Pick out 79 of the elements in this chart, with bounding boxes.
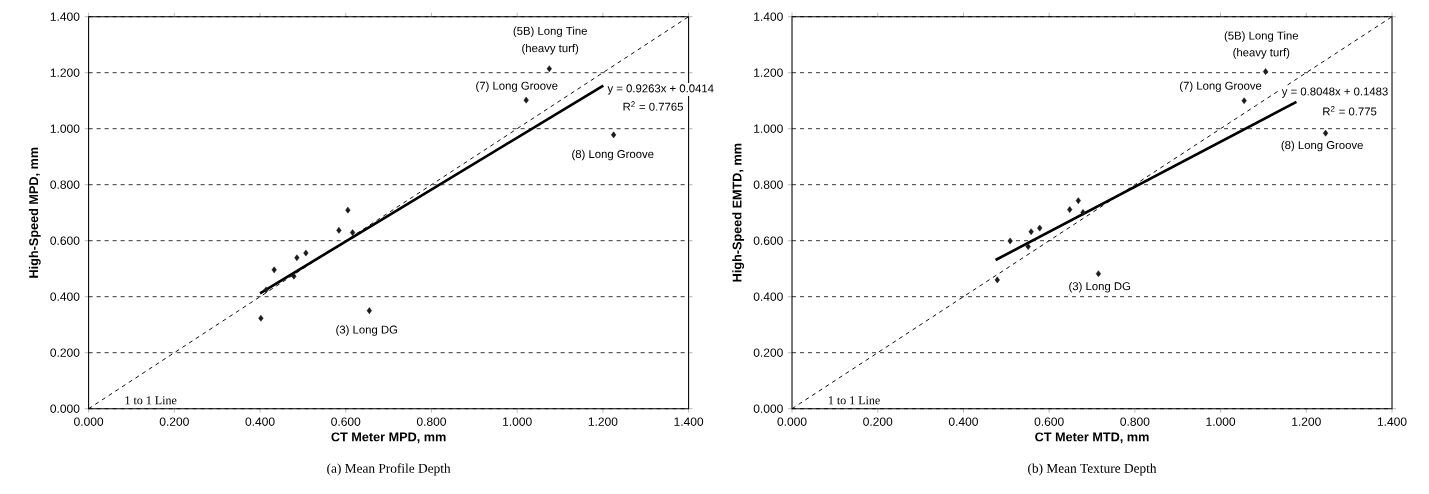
x-axis-title: CT Meter MTD, mm: [1035, 432, 1149, 444]
annotation: y = 0.8048x + 0.1483: [1281, 87, 1388, 98]
x-tick-label: 1.200: [588, 417, 618, 426]
y-tick-label: 0.000: [753, 404, 783, 413]
annotation: (7) Long Groove: [1180, 81, 1262, 92]
x-tick-label: 0.200: [863, 417, 893, 426]
point: [1095, 270, 1102, 278]
annotation: (8) Long Groove: [572, 149, 654, 161]
y-tick-label: 0.400: [753, 292, 783, 301]
point: [1037, 224, 1043, 232]
point: [1080, 209, 1086, 216]
annotation: (3) Long DG: [336, 325, 398, 336]
x-axis-title: CT Meter MPD, mm: [331, 432, 446, 444]
x-tick-label: 0.600: [331, 417, 361, 426]
point: [366, 307, 372, 315]
annotation: (5B) Long Tine: [513, 26, 587, 38]
x-tick-label: 1.000: [1206, 417, 1236, 426]
x-tick-label: 1.200: [1292, 417, 1321, 426]
point: [294, 254, 300, 262]
x-tick-label: 0.000: [777, 417, 807, 426]
text: (a) Mean Profile Depth: [327, 463, 451, 476]
y-tick-label: 1.400: [754, 12, 783, 21]
x-tick-label: 0.600: [1034, 417, 1064, 426]
point: [263, 286, 269, 294]
point: [271, 266, 277, 274]
annotation: R$^{2}$ = 0.7765: [623, 101, 683, 111]
y-axis-title: High-Speed MPD, mm: [28, 147, 41, 278]
x-tick-label: 0.800: [416, 417, 447, 426]
y-tick-label: 0.800: [753, 180, 783, 189]
y-tick-label: 1.000: [754, 124, 783, 133]
y-axis-title: High-Speed EMTD, mm: [732, 143, 745, 282]
point: [994, 276, 1000, 284]
point: [523, 96, 529, 104]
x-tick-label: 1.400: [1377, 417, 1407, 426]
x-tick-label: 0.400: [948, 417, 978, 426]
annotation: y = 0.9263x + 0.0414: [607, 84, 714, 95]
annotation: (8) Long Groove: [1281, 140, 1363, 152]
y-tick-label: 0.600: [753, 236, 783, 245]
point: [303, 249, 309, 257]
annotation: (7) Long Groove: [476, 81, 558, 92]
x-tick-label: 0.400: [245, 417, 275, 426]
point: [1025, 243, 1031, 250]
point: [1007, 237, 1013, 245]
point: [1241, 97, 1247, 105]
point: [336, 227, 342, 234]
annotation: (heavy turf): [522, 43, 579, 55]
point: [546, 65, 552, 73]
point: [1263, 68, 1269, 75]
y-tick-label: 0.800: [50, 180, 80, 189]
y-tick-label: 1.200: [50, 68, 80, 77]
point: [1323, 129, 1329, 137]
x-tick-label: 1.000: [503, 417, 532, 426]
point: [258, 314, 264, 322]
y-tick-label: 0.200: [50, 348, 80, 357]
text: (b) Mean Texture Depth: [1028, 463, 1157, 476]
y-tick-label: 1.000: [50, 124, 80, 133]
point: [350, 229, 356, 236]
y-tick-label: 0.400: [50, 292, 80, 301]
y-tick-label: 0.200: [753, 348, 783, 357]
point: [1028, 228, 1034, 236]
x-tick-label: 0.200: [159, 417, 189, 426]
x-tick-label: 1.400: [674, 417, 704, 426]
annotation: 1 to 1 Line: [125, 396, 177, 405]
point: [291, 272, 297, 280]
annotation: 1 to 1 Line: [828, 396, 880, 405]
point: [1075, 197, 1081, 204]
x-tick-label: 0.800: [1120, 417, 1150, 426]
point: [1067, 206, 1073, 213]
annotation: (5B) Long Tine: [1224, 31, 1299, 42]
annotation: R$^{2}$ = 0.775: [1323, 106, 1377, 116]
x-tick-label: 0.000: [74, 417, 104, 426]
point: [345, 206, 351, 214]
y-tick-label: 0.000: [50, 404, 80, 413]
y-tick-label: 1.400: [50, 12, 80, 21]
annotation: (heavy turf): [1233, 48, 1290, 59]
y-tick-label: 1.200: [754, 68, 783, 77]
point: [611, 131, 617, 139]
annotation: (3) Long DG: [1069, 281, 1131, 293]
y-tick-label: 0.600: [50, 236, 80, 245]
